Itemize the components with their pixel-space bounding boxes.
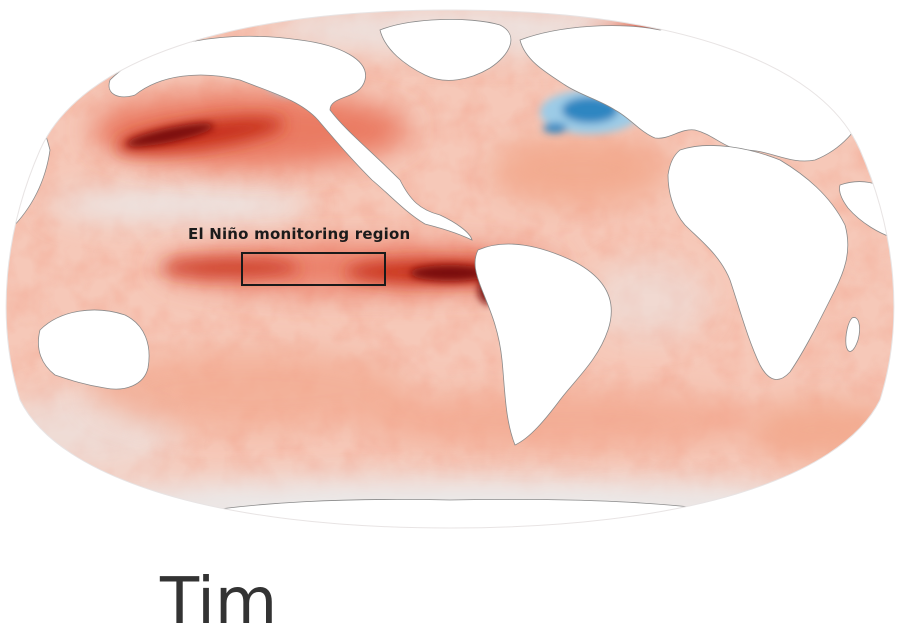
south-america <box>474 243 612 446</box>
map-projection-outline <box>5 9 895 529</box>
el-nino-region-label: El Niño monitoring region <box>188 225 411 243</box>
madagascar <box>845 317 860 352</box>
greenland <box>379 19 512 81</box>
sea-surface-temperature-map: El Niño monitoring region <box>5 9 895 529</box>
africa <box>667 145 849 380</box>
australia <box>38 309 150 390</box>
caption-text: Tim <box>160 565 278 639</box>
world-map-svg <box>5 9 895 529</box>
el-nino-monitoring-box <box>241 252 386 286</box>
ocean-layer <box>6 10 894 528</box>
